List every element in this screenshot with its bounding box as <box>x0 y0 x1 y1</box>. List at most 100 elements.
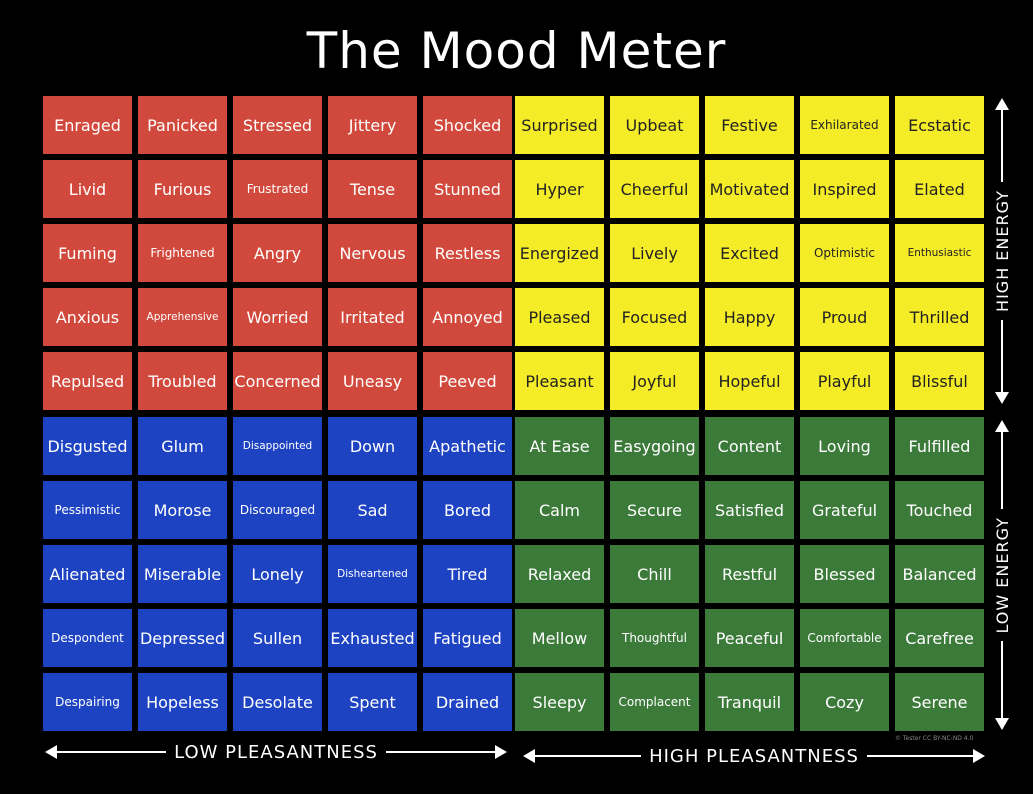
mood-cell: Fulfilled <box>895 417 984 475</box>
credit-text: © Tester CC BY-NC-ND 4.0 <box>895 735 974 742</box>
mood-cell: Content <box>705 417 794 475</box>
mood-cell: Focused <box>610 288 699 346</box>
mood-cell: Morose <box>138 481 227 539</box>
mood-cell: Mellow <box>515 609 604 667</box>
mood-cell: Angry <box>233 224 322 282</box>
red-quadrant: Enraged Panicked Stressed Jittery Shocked Liv… <box>43 96 512 410</box>
mood-cell: Secure <box>610 481 699 539</box>
mood-cell: Lively <box>610 224 699 282</box>
mood-cell: Energized <box>515 224 604 282</box>
low-pleasantness-label: LOW PLEASANTNESS <box>174 741 378 763</box>
low-energy-label: LOW ENERGY <box>992 516 1012 634</box>
mood-cell: Repulsed <box>43 352 132 410</box>
mood-cell: Despondent <box>43 609 132 667</box>
mood-cell: Concerned <box>233 352 322 410</box>
mood-cell: Exhilarated <box>800 96 889 154</box>
mood-cell: Annoyed <box>423 288 512 346</box>
high-pleasantness-axis: HIGH PLEASANTNESS <box>523 746 985 767</box>
mood-cell: Anxious <box>43 288 132 346</box>
mood-cell: Inspired <box>800 160 889 218</box>
mood-cell: Carefree <box>895 609 984 667</box>
mood-cell: Irritated <box>328 288 417 346</box>
up-arrow-icon <box>995 420 1009 432</box>
mood-cell: Ecstatic <box>895 96 984 154</box>
left-arrow-icon <box>45 745 57 759</box>
mood-cell: Hopeless <box>138 673 227 731</box>
mood-cell: Nervous <box>328 224 417 282</box>
mood-cell: Fatigued <box>423 609 512 667</box>
right-arrow-icon <box>973 749 985 763</box>
mood-cell: At Ease <box>515 417 604 475</box>
mood-cell: Tense <box>328 160 417 218</box>
mood-cell: Optimistic <box>800 224 889 282</box>
mood-cell: Joyful <box>610 352 699 410</box>
low-pleasantness-axis: LOW PLEASANTNESS <box>45 741 507 763</box>
mood-cell: Drained <box>423 673 512 731</box>
mood-cell: Fuming <box>43 224 132 282</box>
mood-cell: Surprised <box>515 96 604 154</box>
mood-cell: Sullen <box>233 609 322 667</box>
mood-cell: Hyper <box>515 160 604 218</box>
mood-cell: Thrilled <box>895 288 984 346</box>
down-arrow-icon <box>995 718 1009 730</box>
mood-cell: Spent <box>328 673 417 731</box>
mood-cell: Worried <box>233 288 322 346</box>
mood-cell: Shocked <box>423 96 512 154</box>
high-energy-axis: HIGH ENERGY <box>992 98 1012 405</box>
mood-cell: Blessed <box>800 545 889 603</box>
mood-cell: Despairing <box>43 673 132 731</box>
mood-cell: Sleepy <box>515 673 604 731</box>
mood-cell: Lonely <box>233 545 322 603</box>
mood-cell: Tranquil <box>705 673 794 731</box>
mood-cell: Apprehensive <box>138 288 227 346</box>
mood-cell: Relaxed <box>515 545 604 603</box>
mood-cell: Uneasy <box>328 352 417 410</box>
mood-cell: Stunned <box>423 160 512 218</box>
mood-cell: Discouraged <box>233 481 322 539</box>
mood-cell: Enraged <box>43 96 132 154</box>
mood-cell: Sad <box>328 481 417 539</box>
green-quadrant: At Ease Easygoing Content Loving Fulfilled Ca… <box>515 417 984 731</box>
mood-cell: Furious <box>138 160 227 218</box>
mood-cell: Easygoing <box>610 417 699 475</box>
mood-cell: Tired <box>423 545 512 603</box>
mood-cell: Pleasant <box>515 352 604 410</box>
high-energy-label: HIGH ENERGY <box>992 190 1012 312</box>
right-arrow-icon <box>495 745 507 759</box>
mood-cell: Blissful <box>895 352 984 410</box>
mood-cell: Comfortable <box>800 609 889 667</box>
mood-cell: Troubled <box>138 352 227 410</box>
mood-cell: Depressed <box>138 609 227 667</box>
mood-cell: Enthusiastic <box>895 224 984 282</box>
mood-cell: Restless <box>423 224 512 282</box>
low-energy-axis: LOW ENERGY <box>992 420 1012 730</box>
mood-cell: Glum <box>138 417 227 475</box>
up-arrow-icon <box>995 98 1009 110</box>
mood-cell: Bored <box>423 481 512 539</box>
mood-cell: Stressed <box>233 96 322 154</box>
mood-cell: Thoughtful <box>610 609 699 667</box>
mood-cell: Peeved <box>423 352 512 410</box>
mood-cell: Playful <box>800 352 889 410</box>
mood-cell: Frightened <box>138 224 227 282</box>
mood-cell: Cheerful <box>610 160 699 218</box>
mood-cell: Touched <box>895 481 984 539</box>
mood-cell: Jittery <box>328 96 417 154</box>
mood-cell: Down <box>328 417 417 475</box>
mood-cell: Miserable <box>138 545 227 603</box>
blue-quadrant: Disgusted Glum Disappointed Down Apathetic Pe… <box>43 417 512 731</box>
mood-cell: Happy <box>705 288 794 346</box>
down-arrow-icon <box>995 392 1009 405</box>
mood-cell: Hopeful <box>705 352 794 410</box>
mood-cell: Disappointed <box>233 417 322 475</box>
mood-cell: Livid <box>43 160 132 218</box>
mood-cell: Motivated <box>705 160 794 218</box>
left-arrow-icon <box>523 749 535 763</box>
mood-cell: Loving <box>800 417 889 475</box>
mood-cell: Cozy <box>800 673 889 731</box>
mood-cell: Festive <box>705 96 794 154</box>
mood-cell: Disgusted <box>43 417 132 475</box>
mood-cell: Grateful <box>800 481 889 539</box>
mood-cell: Exhausted <box>328 609 417 667</box>
mood-cell: Restful <box>705 545 794 603</box>
